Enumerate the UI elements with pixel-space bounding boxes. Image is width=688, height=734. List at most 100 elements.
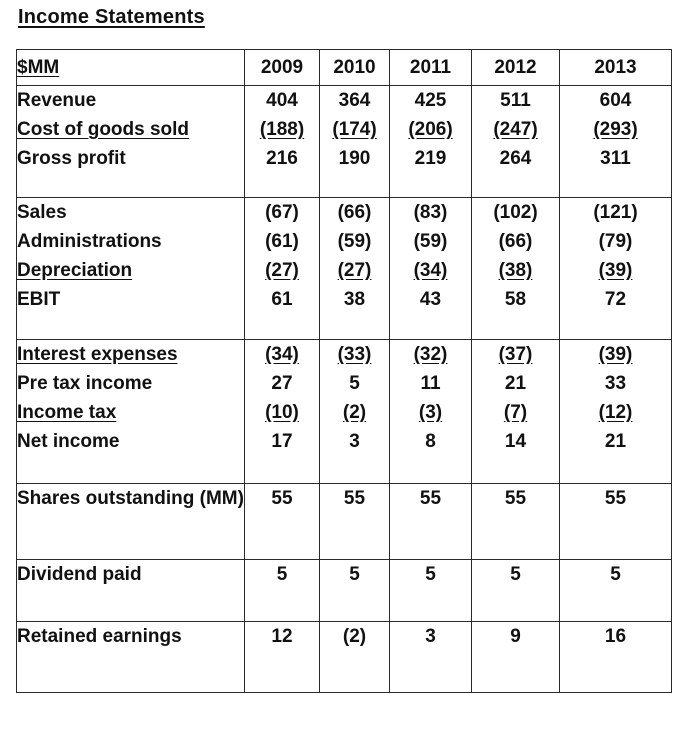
section-label-cell: Sales Administrations Depreciation EBIT bbox=[16, 197, 245, 340]
row-value: (2) bbox=[342, 402, 367, 423]
row-value: (59) bbox=[413, 231, 448, 252]
dividend-paid-row-value-cell: 5 bbox=[389, 559, 472, 622]
retained-earnings-row-label-cell: Retained earnings bbox=[16, 621, 245, 693]
row-value: (247) bbox=[493, 119, 538, 140]
row-label: Revenue bbox=[17, 90, 97, 111]
dividend-paid-row-value-cell: 5 bbox=[319, 559, 390, 622]
row-label: Interest expenses bbox=[17, 344, 178, 365]
row-value: (7) bbox=[503, 402, 528, 423]
row-value: (39) bbox=[598, 260, 633, 281]
dividend-paid-row-label: Dividend paid bbox=[17, 564, 142, 585]
year-header: 2009 bbox=[260, 57, 304, 78]
row-value: 38 bbox=[343, 289, 366, 310]
section-row: Sales Administrations Depreciation EBIT (67)… bbox=[16, 197, 672, 340]
row-label: Depreciation bbox=[17, 260, 133, 281]
row-value: 3 bbox=[349, 431, 360, 452]
retained-earnings-row-value: 16 bbox=[604, 626, 627, 647]
row-value: (83) bbox=[413, 202, 448, 223]
page-title: Income Statements bbox=[18, 6, 205, 28]
dividend-paid-row-value-cell: 5 bbox=[471, 559, 560, 622]
section-value-cell: (121) (79) (39) 72 bbox=[559, 197, 672, 340]
retained-earnings-row-label: Retained earnings bbox=[17, 626, 182, 647]
row-label: Cost of goods sold bbox=[17, 119, 190, 140]
year-header: 2011 bbox=[409, 57, 452, 78]
row-value: (10) bbox=[265, 402, 299, 423]
row-value: (61) bbox=[265, 231, 299, 252]
row-value: 27 bbox=[271, 373, 293, 394]
row-value: 511 bbox=[500, 90, 531, 111]
section-value-cell: 604 (293) 311 bbox=[559, 85, 672, 198]
section-label-cell: Revenue Cost of goods sold Gross profit bbox=[16, 85, 245, 198]
header-label: $MM bbox=[17, 57, 60, 78]
row-value: 43 bbox=[419, 289, 442, 310]
retained-earnings-row: Retained earnings 12 (2) 3 9 16 bbox=[16, 621, 672, 693]
row-value: (12) bbox=[598, 402, 633, 423]
year-header: 2013 bbox=[594, 57, 637, 78]
dividend-paid-row-value: 5 bbox=[276, 564, 288, 585]
shares-outstanding-row-label-cell: Shares outstanding (MM) bbox=[16, 483, 245, 560]
row-value: (67) bbox=[265, 202, 299, 223]
section-value-cell: (33) 5 (2) 3 bbox=[319, 339, 390, 484]
row-value: (121) bbox=[593, 202, 638, 223]
row-value: 58 bbox=[504, 289, 527, 310]
row-value: 14 bbox=[504, 431, 527, 452]
row-value: (188) bbox=[259, 119, 305, 140]
row-label: Gross profit bbox=[17, 148, 126, 169]
row-value: 404 bbox=[266, 90, 298, 111]
shares-outstanding-row-value-cell: 55 bbox=[319, 483, 390, 560]
row-value: (32) bbox=[413, 344, 448, 365]
row-value: (39) bbox=[598, 344, 633, 365]
row-value: (34) bbox=[413, 260, 448, 281]
shares-outstanding-row-value-cell: 55 bbox=[389, 483, 472, 560]
dividend-paid-row-value: 5 bbox=[610, 564, 621, 585]
section-value-cell: (67) (61) (27) 61 bbox=[244, 197, 320, 340]
shares-outstanding-row-label: Shares outstanding (MM) bbox=[17, 488, 244, 509]
row-value: 8 bbox=[425, 431, 436, 452]
shares-outstanding-row-value: 55 bbox=[604, 488, 627, 509]
dividend-paid-row-value: 5 bbox=[510, 564, 521, 585]
row-value: (206) bbox=[408, 119, 453, 140]
row-value: (33) bbox=[337, 344, 372, 365]
retained-earnings-row-value-cell: 3 bbox=[389, 621, 472, 693]
section-value-cell: 425 (206) 219 bbox=[389, 85, 472, 198]
retained-earnings-row-value-cell: 12 bbox=[244, 621, 320, 693]
row-value: 264 bbox=[499, 148, 532, 169]
row-value: (27) bbox=[337, 260, 372, 281]
row-value: 604 bbox=[599, 90, 632, 111]
section-value-cell: 511 (247) 264 bbox=[471, 85, 560, 198]
row-value: 21 bbox=[504, 373, 527, 394]
shares-outstanding-row-value: 55 bbox=[343, 488, 366, 509]
dividend-paid-row-value: 5 bbox=[425, 564, 436, 585]
section-row: Revenue Cost of goods sold Gross profit 404… bbox=[16, 85, 672, 198]
section-value-cell: (32) 11 (3) 8 bbox=[389, 339, 472, 484]
row-value: 190 bbox=[338, 148, 371, 169]
row-value: (293) bbox=[593, 119, 638, 140]
retained-earnings-row-value: 3 bbox=[425, 626, 436, 647]
retained-earnings-row-value-cell: 9 bbox=[471, 621, 560, 693]
shares-outstanding-row: Shares outstanding (MM) 55 55 55 55 55 bbox=[16, 483, 672, 560]
row-value: (3) bbox=[418, 402, 443, 423]
shares-outstanding-row-value: 55 bbox=[419, 488, 442, 509]
row-value: (59) bbox=[337, 231, 372, 252]
header-row: $MM 2009 2010 2011 2012 2013 bbox=[16, 49, 672, 86]
row-label: Administrations bbox=[17, 231, 162, 252]
row-value: 21 bbox=[604, 431, 627, 452]
dividend-paid-row-value: 5 bbox=[349, 564, 360, 585]
section-value-cell: (34) 27 (10) 17 bbox=[244, 339, 320, 484]
row-value: 364 bbox=[338, 90, 371, 111]
row-value: 17 bbox=[271, 431, 293, 452]
header-label-cell: $MM bbox=[16, 49, 245, 86]
section-value-cell: (102) (66) (38) 58 bbox=[471, 197, 560, 340]
row-value: (66) bbox=[337, 202, 372, 223]
row-label: Pre tax income bbox=[17, 373, 153, 394]
year-header-cell: 2013 bbox=[559, 49, 672, 86]
year-header: 2010 bbox=[333, 57, 376, 78]
row-value: (79) bbox=[598, 231, 633, 252]
row-value: (37) bbox=[498, 344, 533, 365]
row-value: 72 bbox=[604, 289, 627, 310]
year-header-cell: 2010 bbox=[319, 49, 390, 86]
section-row: Interest expenses Pre tax income Income ta… bbox=[16, 339, 672, 484]
year-header-cell: 2009 bbox=[244, 49, 320, 86]
row-value: 216 bbox=[266, 148, 298, 169]
shares-outstanding-row-value-cell: 55 bbox=[244, 483, 320, 560]
